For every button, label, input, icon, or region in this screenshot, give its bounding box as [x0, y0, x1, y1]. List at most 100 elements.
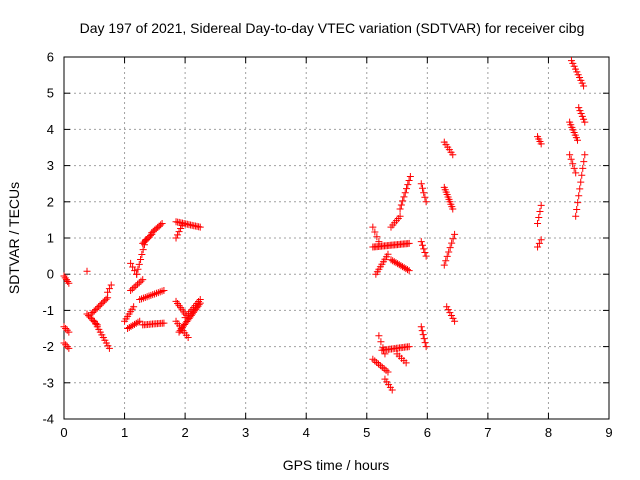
x-tick-label: 1 — [121, 425, 128, 440]
data-point — [581, 151, 589, 159]
data-point — [63, 343, 71, 351]
data-point — [576, 185, 584, 193]
data-point — [89, 309, 97, 317]
y-tick-labels: -4 -3 -2 -1 0 1 2 3 4 5 6 — [42, 50, 54, 427]
data-point — [445, 248, 453, 256]
data-point — [446, 309, 454, 317]
data-point — [127, 259, 135, 267]
data-point — [60, 339, 68, 347]
data-point — [89, 316, 97, 324]
data-point — [446, 244, 454, 252]
data-point — [535, 213, 543, 221]
data-point — [422, 198, 430, 206]
data-point — [418, 327, 426, 335]
data-point — [107, 281, 115, 289]
data-point — [135, 279, 143, 287]
data-point — [419, 331, 427, 339]
data-point — [65, 279, 73, 287]
y-tick-label: 0 — [47, 267, 54, 282]
data-point — [99, 298, 107, 306]
data-point — [134, 280, 142, 288]
data-point — [418, 184, 426, 192]
data-point — [537, 140, 545, 148]
data-point — [404, 181, 412, 189]
data-point — [421, 248, 429, 256]
y-tick-label: -3 — [42, 375, 54, 390]
data-point — [579, 164, 587, 172]
data-point — [137, 255, 145, 263]
x-tick-label: 0 — [60, 425, 67, 440]
data-point — [536, 207, 544, 215]
data-point — [417, 180, 425, 188]
data-point — [422, 343, 430, 351]
data-point — [92, 306, 100, 314]
data-point — [396, 205, 404, 213]
data-point — [184, 334, 192, 342]
data-point — [577, 178, 585, 186]
data-point — [105, 285, 113, 293]
data-point — [580, 115, 588, 123]
data-point — [86, 313, 94, 321]
data-point — [575, 192, 583, 200]
data-point — [102, 295, 110, 303]
data-point — [377, 338, 385, 346]
y-tick-label: -4 — [42, 412, 54, 427]
data-point — [127, 286, 135, 294]
data-point — [420, 189, 428, 197]
data-point — [397, 201, 405, 209]
data-point — [139, 246, 147, 254]
data-point — [177, 224, 185, 232]
data-point — [373, 233, 381, 241]
data-point — [449, 235, 457, 243]
data-point — [139, 276, 147, 284]
data-point — [576, 107, 584, 115]
data-point — [138, 251, 146, 259]
data-point — [134, 265, 142, 273]
data-point — [443, 252, 451, 260]
data-point — [537, 236, 545, 244]
data-point — [135, 260, 143, 268]
data-point — [577, 109, 585, 117]
data-point — [63, 326, 71, 334]
data-point — [65, 328, 73, 336]
data-point — [60, 323, 68, 331]
data-point — [401, 189, 409, 197]
data-point — [129, 263, 137, 271]
data-point — [399, 197, 407, 205]
plot-frame — [63, 56, 610, 420]
data-point — [420, 245, 428, 253]
data-point — [172, 234, 180, 242]
data-point — [375, 332, 383, 340]
x-tick-label: 3 — [242, 425, 249, 440]
data-point — [449, 151, 457, 159]
x-tick-label: 2 — [181, 425, 188, 440]
data-point — [174, 231, 182, 239]
data-point — [61, 274, 69, 282]
data-point — [402, 359, 410, 367]
data-point — [405, 267, 413, 275]
data-point — [83, 267, 91, 275]
data-point — [160, 319, 168, 327]
data-point — [101, 297, 109, 305]
y-tick-label: 2 — [47, 194, 54, 209]
data-point — [440, 261, 448, 269]
data-point — [65, 344, 73, 352]
y-tick-label: 6 — [47, 50, 54, 65]
data-point — [449, 314, 457, 322]
data-point — [447, 311, 455, 319]
data-point — [147, 232, 155, 240]
x-tick-labels: 0 1 2 3 4 5 6 7 8 9 — [60, 425, 612, 440]
data-point — [578, 112, 586, 120]
data-point — [403, 185, 411, 193]
data-point — [178, 221, 186, 229]
data-point — [421, 339, 429, 347]
data-point — [104, 288, 112, 296]
data-point — [105, 344, 113, 352]
data-point — [60, 272, 68, 280]
data-point — [157, 221, 165, 229]
data-point — [64, 277, 72, 285]
data-point — [566, 151, 574, 159]
data-point — [90, 307, 98, 315]
data-point — [422, 252, 430, 260]
x-axis-label: GPS time / hours — [283, 457, 390, 473]
